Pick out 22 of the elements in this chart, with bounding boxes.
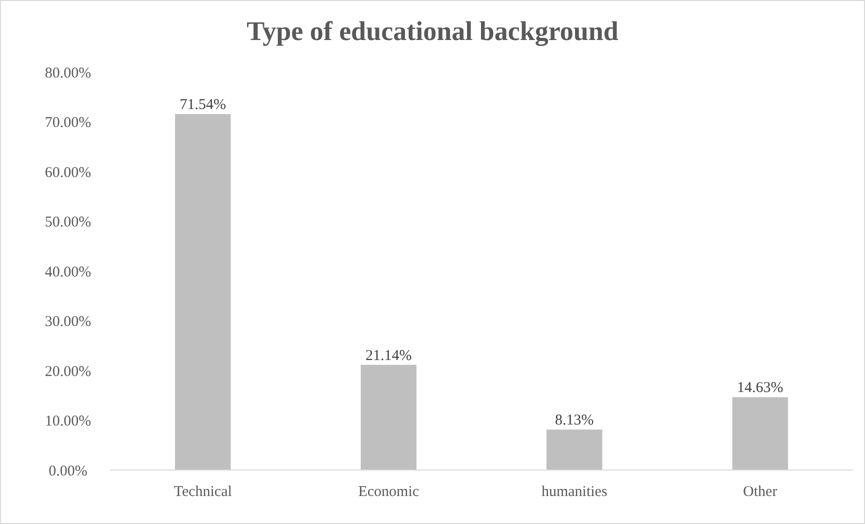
y-tick-label: 80.00% [44, 65, 92, 82]
y-tick-label: 30.00% [44, 314, 92, 330]
bar [360, 364, 416, 470]
data-label: 14.63% [737, 380, 784, 396]
x-tick-label: Other [743, 484, 778, 500]
bar [732, 397, 788, 470]
y-tick-label: 40.00% [44, 264, 92, 280]
x-tick-label: humanities [541, 484, 608, 500]
x-tick-label: Economic [358, 484, 420, 500]
y-tick-label: 70.00% [44, 115, 92, 131]
y-tick-label: 0.00% [48, 463, 88, 480]
chart-title: Type of educational background [246, 16, 618, 46]
y-tick-label: 50.00% [44, 214, 92, 230]
data-label: 71.54% [180, 97, 226, 114]
y-tick-label: 20.00% [44, 364, 92, 380]
x-tick-label: Technical [174, 484, 232, 500]
bar [546, 430, 602, 470]
bar [175, 114, 231, 470]
data-label: 21.14% [366, 348, 412, 364]
data-label: 8.13% [555, 412, 594, 429]
y-tick-label: 60.00% [44, 164, 92, 181]
y-tick-label: 10.00% [44, 414, 92, 430]
